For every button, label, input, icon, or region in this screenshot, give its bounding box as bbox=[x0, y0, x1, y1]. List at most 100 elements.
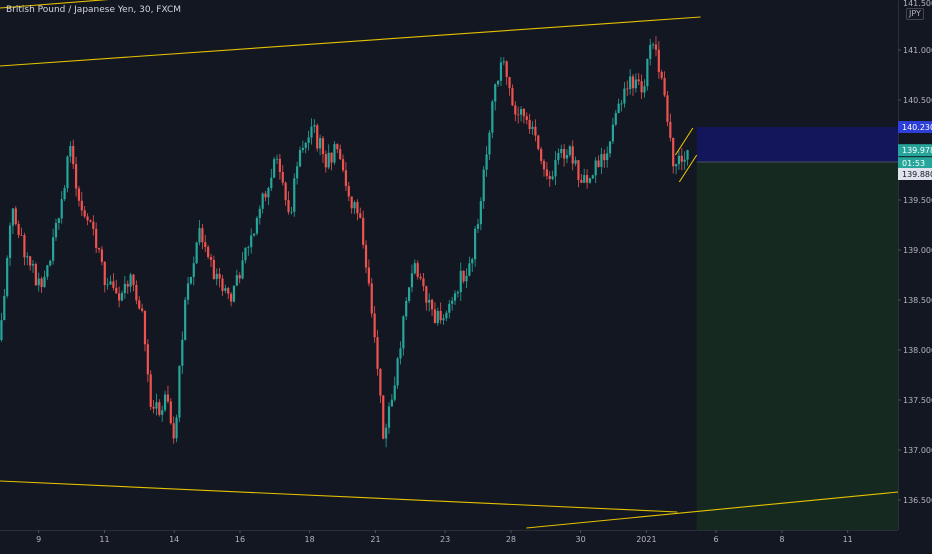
candle-body bbox=[72, 145, 75, 165]
candle-body bbox=[425, 286, 428, 303]
candle-body bbox=[29, 256, 32, 266]
candle-body bbox=[540, 148, 543, 161]
x-tick-label: 11 bbox=[99, 535, 109, 544]
candle-body bbox=[123, 283, 126, 294]
candle-body bbox=[34, 264, 37, 286]
candle-body bbox=[631, 76, 635, 89]
trendline-2 bbox=[0, 16, 701, 67]
candle-body bbox=[677, 155, 681, 165]
candle-body bbox=[686, 150, 689, 160]
x-tick-label: 28 bbox=[506, 535, 516, 544]
candle-body bbox=[204, 242, 207, 248]
candle-body bbox=[588, 178, 592, 183]
candle-body bbox=[597, 160, 600, 167]
candle-body bbox=[376, 337, 379, 369]
candle-body bbox=[674, 164, 678, 167]
candle-body bbox=[611, 124, 615, 142]
candle-body bbox=[672, 137, 675, 167]
candle-body bbox=[146, 344, 149, 375]
candle-body bbox=[324, 154, 327, 168]
candle-body bbox=[106, 284, 109, 286]
candle-body bbox=[439, 310, 442, 321]
y-tick-label: 137.500 bbox=[903, 396, 932, 405]
candle-body bbox=[680, 155, 683, 162]
candle-body bbox=[57, 218, 60, 223]
candle-body bbox=[545, 169, 548, 176]
candle-body bbox=[284, 182, 287, 201]
candle-body bbox=[11, 208, 15, 226]
candle-body bbox=[534, 126, 537, 136]
candle-body bbox=[218, 273, 221, 279]
candle-body bbox=[594, 160, 597, 176]
stop-loss-zone bbox=[696, 127, 898, 162]
y-tick-label: 138.000 bbox=[903, 346, 932, 355]
candle-body bbox=[445, 312, 448, 319]
candle-body bbox=[606, 153, 609, 161]
candle-body bbox=[270, 177, 273, 189]
candle-body bbox=[453, 293, 457, 301]
candle-body bbox=[502, 61, 505, 63]
candle-body bbox=[175, 417, 178, 439]
candle-body bbox=[654, 44, 658, 50]
x-tick-label: 18 bbox=[305, 535, 315, 544]
candle-body bbox=[603, 154, 606, 161]
candle-body bbox=[258, 208, 261, 219]
candle-body bbox=[583, 175, 586, 183]
candle-body bbox=[499, 62, 503, 81]
candle-body bbox=[362, 217, 365, 245]
candle-body bbox=[419, 276, 422, 279]
candle-body bbox=[310, 126, 313, 138]
candle-body bbox=[17, 224, 20, 235]
candle-body bbox=[129, 274, 132, 287]
y-tick-label: 136.500 bbox=[903, 496, 932, 505]
candle-body bbox=[23, 235, 26, 258]
candle-body bbox=[367, 267, 370, 284]
candle-body bbox=[138, 300, 141, 309]
candle-body bbox=[26, 256, 29, 258]
candle-body bbox=[651, 44, 655, 46]
candle-body bbox=[192, 263, 195, 277]
candle-body bbox=[224, 288, 227, 291]
candle-body bbox=[0, 320, 3, 340]
candle-body bbox=[169, 401, 172, 424]
candle-body bbox=[565, 155, 569, 159]
candle-body bbox=[620, 103, 623, 105]
current-price-label-bg bbox=[898, 144, 932, 157]
x-tick-label: 6 bbox=[714, 535, 719, 544]
candle-body bbox=[296, 166, 299, 179]
candle-body bbox=[287, 200, 290, 212]
candle-body bbox=[330, 152, 333, 163]
x-tick-label: 11 bbox=[843, 535, 853, 544]
candle-body bbox=[232, 285, 236, 302]
candle-body bbox=[37, 278, 40, 286]
candle-body bbox=[66, 156, 69, 189]
candle-body bbox=[238, 275, 241, 279]
trendline-1 bbox=[0, 0, 109, 9]
candle-body bbox=[468, 263, 471, 276]
candle-body bbox=[482, 169, 485, 202]
candle-body bbox=[281, 172, 284, 183]
currency-badge[interactable]: JPY bbox=[906, 8, 924, 20]
candle-body bbox=[451, 300, 454, 304]
candle-body bbox=[634, 79, 637, 89]
candle-body bbox=[364, 244, 368, 268]
candle-body bbox=[49, 260, 52, 266]
candle-body bbox=[278, 158, 281, 173]
candle-body bbox=[120, 293, 124, 301]
stop-price-label: 140.230 bbox=[902, 123, 932, 132]
candle-body bbox=[485, 154, 488, 170]
candle-body bbox=[198, 228, 201, 243]
candle-body bbox=[548, 175, 551, 179]
x-tick-label: 14 bbox=[169, 535, 179, 544]
x-tick-label: 8 bbox=[779, 535, 784, 544]
candle-body bbox=[479, 201, 482, 225]
y-tick-label: 137.000 bbox=[903, 446, 932, 455]
candle-body bbox=[525, 116, 528, 120]
candle-body bbox=[301, 147, 304, 151]
candle-body bbox=[505, 61, 508, 78]
candle-body bbox=[155, 402, 158, 409]
candle-body bbox=[422, 278, 425, 287]
x-tick-label: 21 bbox=[370, 535, 380, 544]
